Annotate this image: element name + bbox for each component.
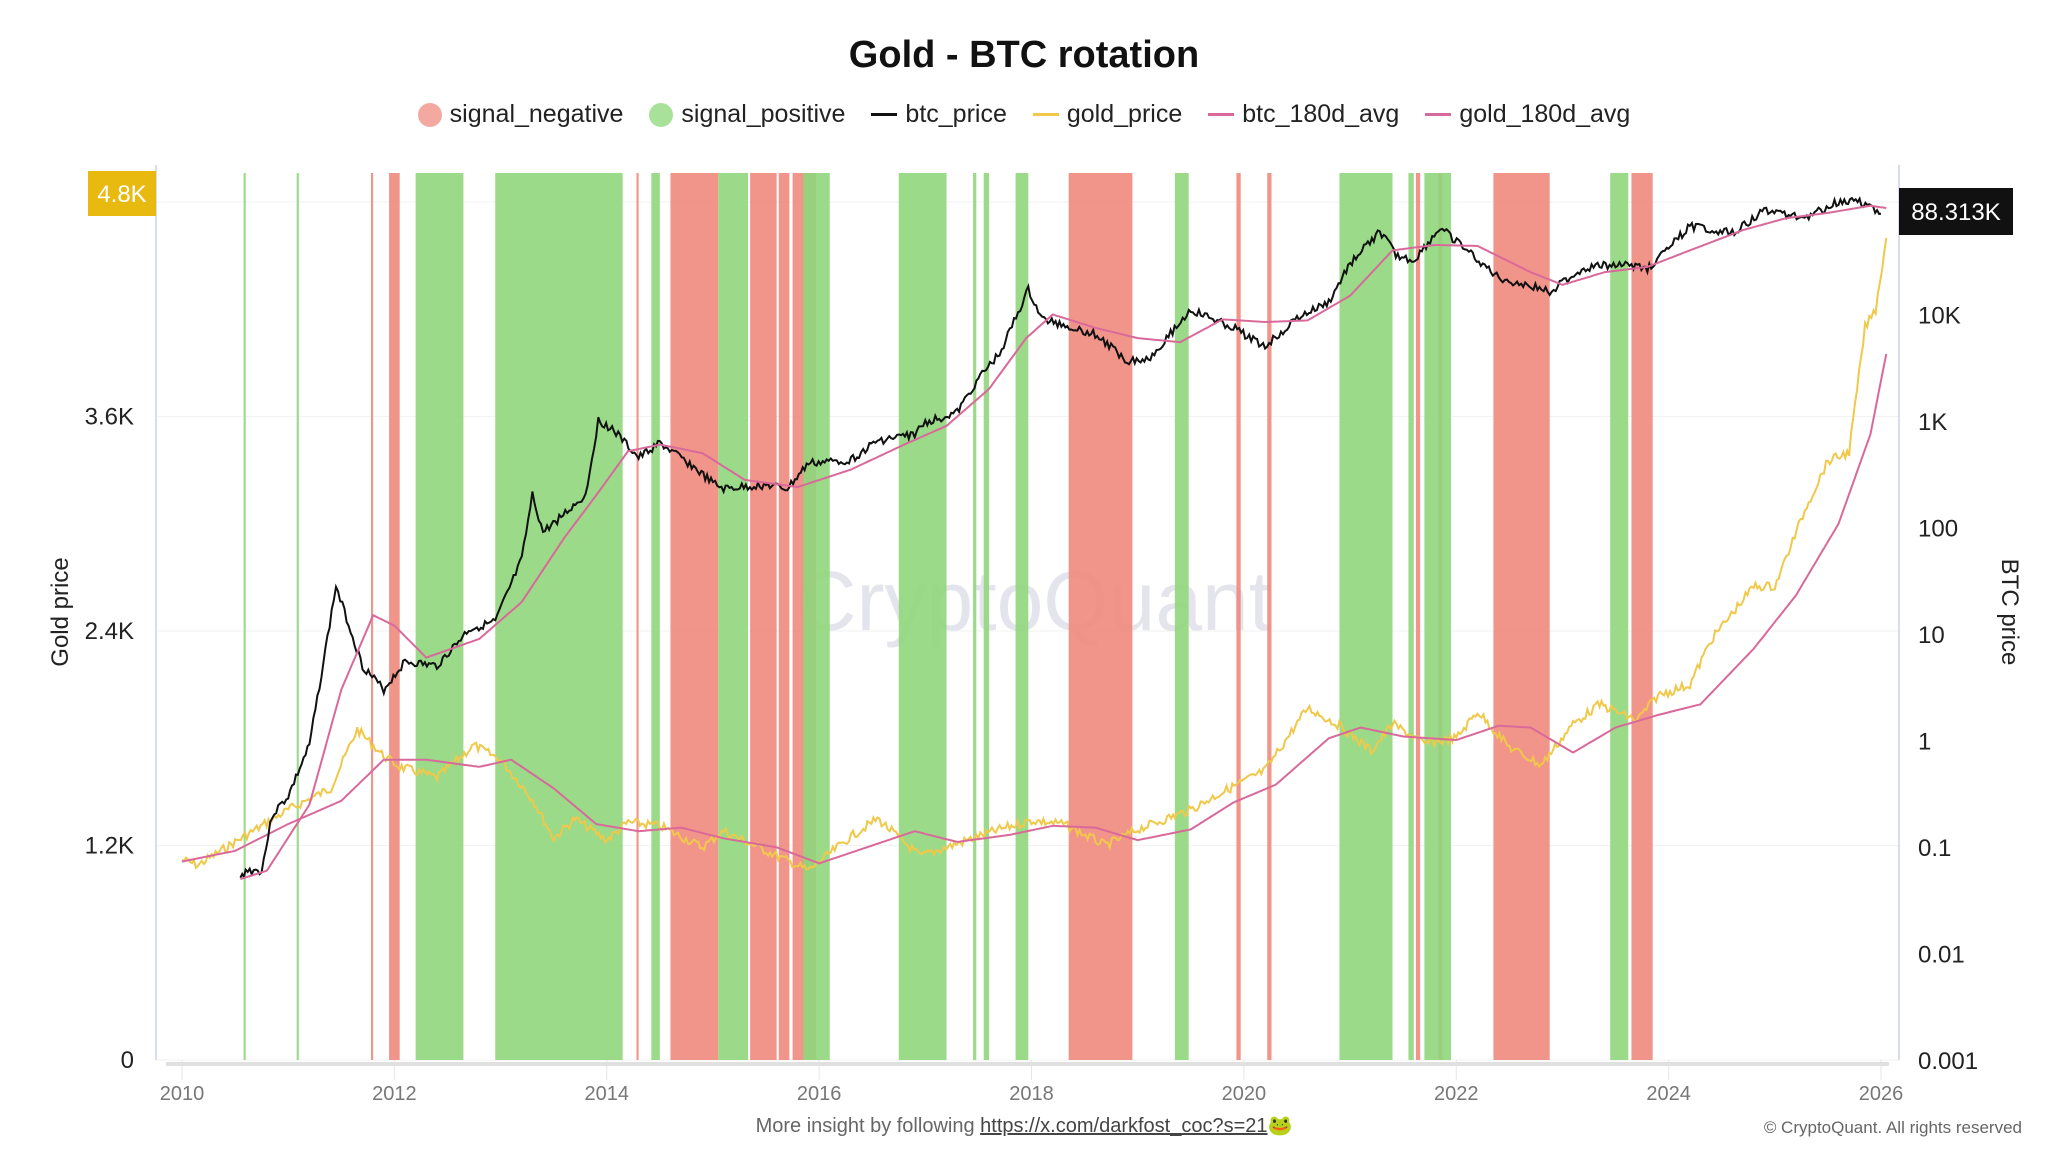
right-tick-label: 0.001 [1918, 1048, 1978, 1075]
signal-positive-band [718, 173, 748, 1060]
footer-text: More insight by following [755, 1115, 981, 1137]
right-tick-label: 1K [1918, 409, 1947, 436]
footer-link[interactable]: https://x.com/darkfost_coc?s=21 [980, 1115, 1268, 1137]
legend: signal_negative signal_positive btc_pric… [0, 100, 2048, 129]
legend-btc-price[interactable]: btc_price [871, 100, 1007, 129]
right-axis-title: BTC price [1996, 559, 2023, 666]
x-tick-label: 2022 [1434, 1083, 1479, 1105]
right-tick-label: 0.01 [1918, 942, 1965, 969]
x-tick-label: 2010 [160, 1083, 205, 1105]
gold-180d-avg-line [181, 353, 1888, 865]
legend-label: btc_180d_avg [1242, 100, 1400, 128]
x-tick-label: 2026 [1859, 1083, 1904, 1105]
legend-marker [1208, 113, 1235, 116]
signal-negative-band [750, 173, 777, 1060]
signal-positive-band [803, 173, 830, 1060]
signal-negative-band [1415, 173, 1421, 1060]
right-tick-label: 100 [1918, 516, 1958, 543]
legend-gold-180d-avg[interactable]: gold_180d_avg [1425, 100, 1630, 129]
legend-signal-positive[interactable]: signal_positive [649, 100, 845, 129]
x-tick-label: 2018 [1009, 1083, 1054, 1105]
signal-negative-band [1493, 173, 1550, 1060]
signal-negative-band [1631, 173, 1653, 1060]
btc-last-value-badge [1899, 188, 2013, 235]
signal-positive-band [1174, 173, 1189, 1060]
signal-positive-band [1610, 173, 1629, 1060]
signal-negative-band [636, 173, 639, 1060]
signal-positive-band [1408, 173, 1414, 1060]
frog-emoji-icon: 🐸 [1267, 1115, 1293, 1137]
legend-label: signal_positive [681, 100, 846, 128]
btc-price-line [239, 196, 1882, 880]
left-tick-label: 1.2K [85, 833, 134, 860]
left-tick-label: 2.4K [85, 618, 134, 645]
right-tick-label: 1 [1918, 729, 1931, 756]
legend-label: gold_180d_avg [1459, 100, 1631, 128]
x-tick-label: 2024 [1646, 1083, 1691, 1105]
left-axis-title: Gold price [47, 557, 74, 666]
signal-negative-band [1068, 173, 1133, 1060]
signal-positive-band [1015, 173, 1029, 1060]
legend-marker [1425, 113, 1452, 116]
signal-positive-band [983, 173, 990, 1060]
left-tick-label: 3.6K [85, 404, 134, 431]
legend-marker [417, 102, 442, 127]
right-tick-label: 0.1 [1918, 835, 1951, 862]
signal-negative-band [778, 173, 790, 1060]
signal-positive-band [898, 173, 947, 1060]
copyright: © CryptoQuant. All rights reserved [1763, 1118, 2022, 1137]
legend-marker [1032, 113, 1059, 116]
legend-label: gold_price [1066, 100, 1183, 128]
gold-price-line [181, 237, 1888, 871]
x-tick-label: 2014 [585, 1083, 630, 1105]
signal-positive-band [651, 173, 660, 1060]
signal-positive-band [415, 173, 464, 1060]
signal-positive-band [495, 173, 623, 1060]
x-tick-label: 2020 [1222, 1083, 1267, 1105]
btc-180d-avg-line [240, 204, 1887, 881]
gold-last-value-label: 4.8K [97, 181, 146, 208]
signal-negative-band [389, 173, 400, 1060]
legend-btc-180d-avg[interactable]: btc_180d_avg [1208, 100, 1399, 129]
legend-signal-negative[interactable]: signal_negative [417, 100, 624, 129]
legend-label: btc_price [905, 100, 1007, 128]
chart-title: Gold - BTC rotation [848, 34, 1200, 76]
btc-last-value-label: 88.313K [1911, 199, 2000, 226]
legend-gold-price[interactable]: gold_price [1032, 100, 1183, 129]
signal-positive-band [243, 173, 246, 1060]
gold-last-value-badge [88, 171, 156, 216]
watermark: CryptoQuant [796, 554, 1272, 648]
signal-positive-band [1339, 173, 1393, 1060]
signal-positive-band [296, 173, 299, 1060]
x-tick-label: 2016 [797, 1083, 842, 1105]
x-tick-label: 2012 [372, 1083, 417, 1105]
legend-marker [649, 102, 674, 127]
signal-positive-band [973, 173, 977, 1060]
legend-label: signal_negative [449, 100, 624, 128]
signal-negative-band [670, 173, 719, 1060]
signal-negative-band [1267, 173, 1272, 1060]
signal-positive-band [1424, 173, 1451, 1060]
left-tick-label: 0 [121, 1047, 134, 1074]
signal-negative-band [1236, 173, 1241, 1060]
right-tick-label: 10 [1918, 622, 1945, 649]
legend-marker [871, 113, 898, 116]
right-tick-label: 10K [1918, 303, 1961, 330]
footer: More insight by following https://x.com/… [0, 1113, 2048, 1138]
